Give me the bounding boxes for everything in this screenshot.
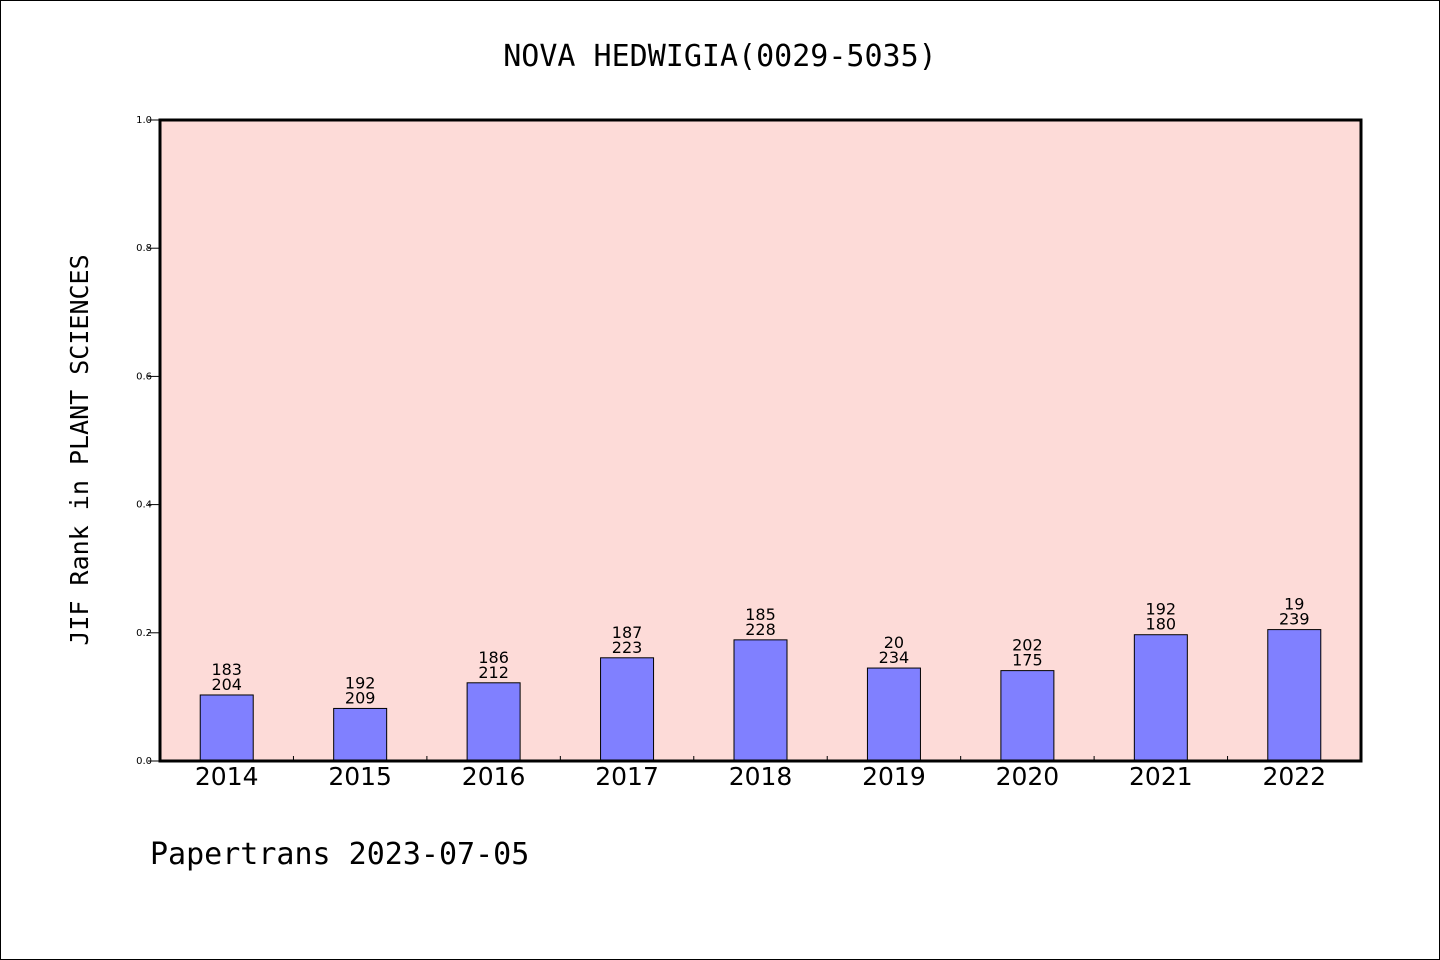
bar-label-bottom-2015: 209 — [345, 688, 376, 707]
bar-label-bottom-2022: 239 — [1279, 610, 1310, 629]
x-tick-label-2017: 2017 — [595, 762, 659, 791]
footer-credit: Papertrans 2023-07-05 — [150, 837, 529, 872]
bar-label-top-2019: 20 — [884, 633, 904, 652]
bar-label-top-2020: 202 — [1012, 636, 1043, 655]
bar-2018 — [733, 639, 788, 762]
y-axis-label: JIF Rank in PLANT SCIENCES — [65, 254, 94, 645]
bar-2017 — [600, 657, 655, 762]
x-tick-label-2014: 2014 — [195, 762, 259, 791]
x-tick-label-2019: 2019 — [862, 762, 926, 791]
y-tick-label-0.2: 0.2 — [136, 628, 152, 639]
bar-2022 — [1267, 629, 1322, 762]
y-tick-label-0.4: 0.4 — [136, 500, 152, 511]
chart-title: NOVA HEDWIGIA(0029-5035) — [503, 39, 936, 74]
bar-label-top-2014: 183 — [211, 660, 242, 679]
bar-2016 — [466, 682, 521, 762]
y-tick-label-0.0: 0.0 — [136, 756, 152, 767]
bar-label-bottom-2016: 212 — [478, 663, 509, 682]
bar-label-top-2016: 186 — [478, 648, 509, 667]
bar-series — [199, 629, 1322, 762]
bar-label-bottom-2018: 228 — [745, 620, 776, 639]
plot-border — [158, 118, 1363, 763]
bar-label-top-2022: 19 — [1284, 595, 1304, 614]
y-tick-label-1.0: 1.0 — [136, 115, 152, 126]
bar-2014 — [199, 694, 254, 762]
bar-label-bottom-2020: 175 — [1012, 651, 1043, 670]
bar-label-bottom-2021: 180 — [1146, 615, 1177, 634]
bar-2015 — [333, 707, 388, 762]
bar-label-top-2018: 185 — [745, 605, 776, 624]
bar-2019 — [866, 667, 921, 762]
y-tick-label-0.8: 0.8 — [136, 243, 152, 254]
bar-label-top-2021: 192 — [1146, 600, 1177, 619]
bar-2021 — [1133, 634, 1188, 762]
bar-2020 — [1000, 670, 1055, 762]
x-tick-label-2015: 2015 — [328, 762, 392, 791]
bar-label-top-2015: 192 — [345, 673, 376, 692]
bar-label-bottom-2019: 234 — [879, 648, 910, 667]
x-tick-label-2021: 2021 — [1129, 762, 1193, 791]
bar-label-bottom-2017: 223 — [612, 638, 643, 657]
x-tick-label-2020: 2020 — [996, 762, 1060, 791]
x-tick-label-2022: 2022 — [1262, 762, 1326, 791]
bar-label-top-2017: 187 — [612, 623, 643, 642]
x-tick-label-2018: 2018 — [729, 762, 793, 791]
x-axis: 2014 2015 2016 2017 2018 2019 2020 2021 2022 — [195, 756, 1326, 791]
x-tick-label-2016: 2016 — [462, 762, 526, 791]
bar-label-bottom-2014: 204 — [211, 675, 242, 694]
y-tick-label-0.6: 0.6 — [136, 371, 152, 382]
y-axis: 0.0 0.2 0.4 0.6 0.8 1.0 — [136, 115, 160, 767]
